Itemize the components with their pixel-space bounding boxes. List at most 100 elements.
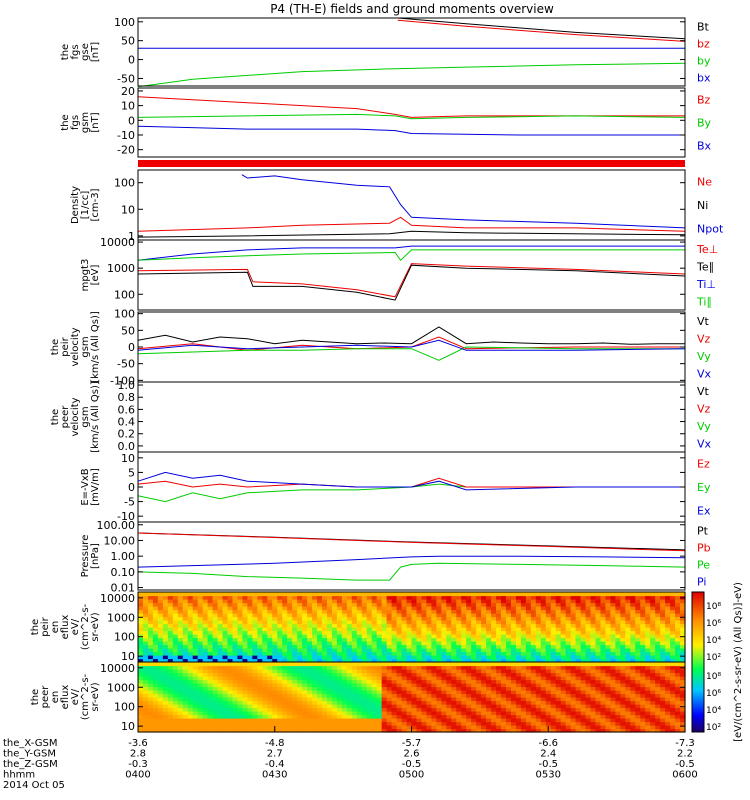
panel-fgs-gse: 100 50 0 -50 the fgs gse [nT] Bt bz by bx [60,16,711,88]
axis-value: -0.3 [128,759,148,770]
axis-value: -0.4 [265,759,285,770]
colorbar-tick: 10² [706,723,721,733]
y-axis-label: the [30,689,41,705]
y-axis-label: gsm [80,112,91,133]
legend-entry: Vx [697,437,712,450]
y-tick-label: 10 [121,452,135,465]
series-Ni [137,230,686,238]
y-tick-label: 100.00 [97,519,136,532]
axis-value: 0530 [536,770,561,781]
y-tick-label: 0.6 [118,403,136,416]
y-axis-label: [km/s (All Qs)] [90,381,101,453]
y-tick-label: 100 [114,177,135,190]
y-tick-label: 0.4 [118,416,136,429]
legend-entry: Te∥ [696,260,714,273]
y-axis-label: eV/ [70,618,81,635]
y-tick-label: 100 [114,701,135,714]
axis-value: 0500 [399,770,424,781]
colorbar-label: [eV/(cm^2-s-sr-eV) (All Qs)]-eV) [733,582,744,742]
legend-entry: Vt [697,315,710,328]
axis-value: 2.4 [540,749,556,760]
axis-row-label: the_Z-GSM [3,759,58,770]
y-tick-label: 5 [128,466,135,479]
series-Ti⊥ [137,245,685,261]
y-axis-label: fgs [70,44,81,59]
y-tick-label: 0 [128,114,135,127]
axis-value: -4.8 [265,738,285,749]
y-axis-label: sr-eV) [90,612,101,641]
legend-entry: Pt [697,525,709,538]
colorbar-scale [691,591,705,733]
y-tick-label: 0.2 [118,428,136,441]
y-axis-label: gsm [80,406,91,427]
series-bz [397,19,686,42]
panel-density: 100 10 1 Density [1/cc] [cm-3] Ne Ni Npot [70,169,724,243]
panel-peir-eflux: 10000 1000 100 10 the peir en eflux eV/(cm^2-s-s… [30,591,686,663]
y-axis-label: peer [60,405,71,429]
legend-entry: Vy [697,420,711,433]
axis-value: 2.7 [267,749,283,760]
panel-frame [137,169,686,241]
panel-pressure: 100.00 10.00 1.00 0.10 0.01 Pressure [nPa] Pt Pb… [80,519,711,595]
panel-peir-velocity: 100 50 0 -50 -100 the peir velocity gsm [km/s (Al… [50,308,712,388]
series-Pe [137,562,686,581]
y-axis-label: gsm [80,336,91,357]
axis-value: -7.3 [675,738,695,749]
y-tick-label: -100 [110,374,135,387]
y-tick-label: 1000 [107,681,135,694]
panel-frame [137,521,686,591]
y-axis-label: velocity [70,327,81,366]
legend-entry: Ne [697,176,712,189]
y-tick-label: 10000 [100,236,135,249]
panel-frame [137,381,686,453]
legend-entry: Pe [697,559,710,572]
series-Vy [137,346,685,361]
colorbar-tick: 10² [706,653,721,663]
y-axis-label: en [50,621,61,634]
y-axis-label: en [50,691,61,704]
y-tick-label: 10 [121,720,135,733]
legend-entry: Vt [697,385,710,398]
y-tick-label: 1 [128,230,135,243]
y-axis-label: gse [80,43,91,61]
y-tick-label: 10000 [100,592,135,605]
legend-entry: Vy [697,350,711,363]
panel-temperature: 10000 1000 100 mpgt3 [eV] Te⊥ Te∥ Ti⊥ Ti∥ [80,236,718,311]
series-Pi [137,555,686,568]
axis-value: 2.2 [677,749,693,760]
colorbar-tick: 10⁴ [706,706,721,716]
y-axis-label: [eV] [90,265,101,286]
date-label: 2014 Oct 05 [3,780,65,791]
series-Bt [397,17,686,40]
y-axis-label: sr-eV) [90,682,101,711]
y-tick-label: 10 [121,203,135,216]
axis-value: 0400 [125,770,150,781]
panel-frame [137,87,686,158]
axis-row-label: hhmm [3,770,35,781]
legend-entry: Vz [697,332,711,345]
y-tick-label: 100 [114,308,135,321]
y-axis-label: eflux [60,685,71,710]
y-tick-label: -5 [124,496,135,509]
y-tick-label: 0 [128,341,135,354]
y-tick-label: 10.00 [104,534,136,547]
legend-entry: Bx [697,140,712,153]
panel-frame [137,239,686,311]
y-axis-label: the [30,619,41,635]
panel-peer-velocity: 1.00.80.60.40.20.0 the peer velocity gsm [km/… [50,379,712,453]
y-axis-label: (cm^2-s- [80,673,91,720]
y-tick-label: 50 [121,35,135,48]
panel-e-field: 105 0 -5-10 E=-VxB [mV/m] Ez Ey Ex [80,451,711,523]
y-axis-label: E=-VxB [80,468,91,505]
x-axis-annotation: the_X-GSM -3.6 -4.8 -5.7 -6.6 -7.3 the_Y-GSM 2.… [3,726,698,791]
y-axis-label: the [50,339,61,355]
axis-value: -0.5 [538,759,558,770]
legend-entry: Bz [697,94,711,107]
legend-entry: Ni [697,199,708,212]
y-tick-label: -10 [117,510,135,523]
y-tick-label: 100 [114,16,135,29]
axis-value: 2.6 [404,749,420,760]
y-tick-label: 10000 [100,662,135,675]
y-tick-label: -50 [117,72,135,85]
